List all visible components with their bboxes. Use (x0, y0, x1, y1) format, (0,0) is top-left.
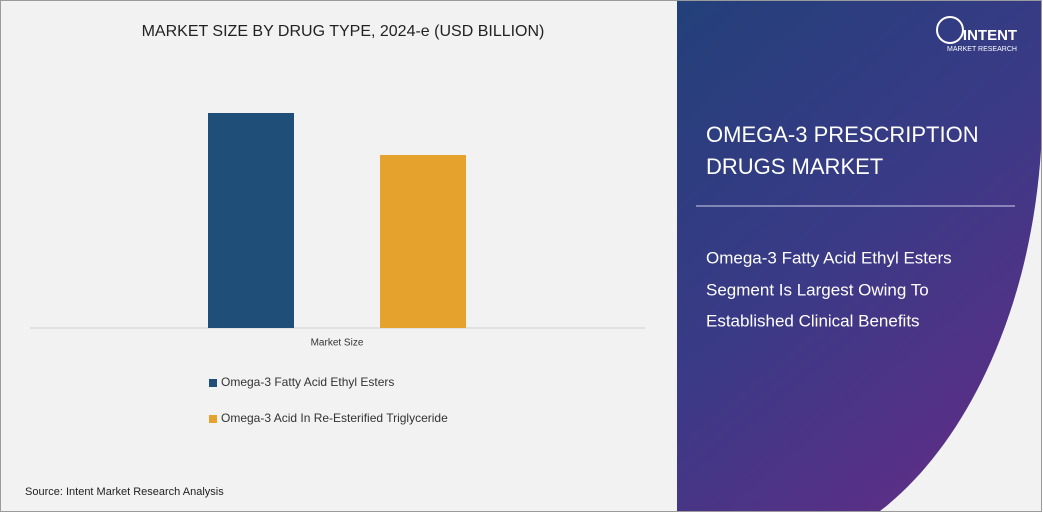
x-tick-label: Market Size (311, 338, 364, 349)
panel-curve (880, 150, 1041, 511)
legend-label: Omega-3 Fatty Acid Ethyl Esters (221, 375, 394, 389)
legend-swatch (209, 415, 217, 423)
legend-label: Omega-3 Acid In Re-Esterified Triglyceri… (221, 411, 448, 425)
source: Source: Intent Market Research Analysis (25, 486, 224, 498)
legend-swatch (209, 379, 217, 387)
panel-subtitle: Segment Is Largest Owing To (706, 280, 929, 299)
panel-title: OMEGA-3 PRESCRIPTION (706, 122, 979, 147)
chart-title: MARKET SIZE BY DRUG TYPE, 2024-e (USD BI… (142, 23, 545, 40)
logo-name: INTENT (963, 27, 1017, 44)
panel-title: DRUGS MARKET (706, 154, 883, 179)
panel-subtitle: Established Clinical Benefits (706, 311, 920, 330)
logo-tagline: MARKET RESEARCH (947, 46, 1017, 53)
bar (380, 155, 466, 328)
panel-subtitle: Omega-3 Fatty Acid Ethyl Esters (706, 248, 952, 267)
bar (208, 113, 294, 328)
logo-icon (936, 16, 964, 44)
